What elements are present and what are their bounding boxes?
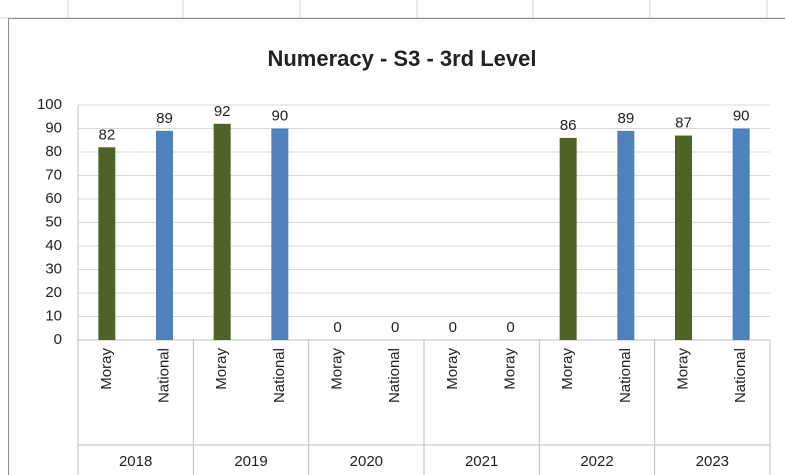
- group-label: 2023: [696, 453, 729, 470]
- value-label: 86: [560, 117, 577, 134]
- y-tick-label: 60: [45, 190, 62, 207]
- bar: [675, 135, 692, 340]
- x-tick-label: National: [155, 348, 172, 403]
- y-tick-label: 10: [45, 307, 62, 324]
- bar: [156, 130, 173, 340]
- chart-title: Numeracy - S3 - 3rd Level: [267, 46, 536, 71]
- bar: [732, 128, 750, 340]
- y-tick-label: 30: [45, 260, 62, 277]
- y-tick-label: 100: [37, 96, 62, 113]
- x-tick-label: Moray: [674, 348, 691, 390]
- bar: [617, 130, 635, 340]
- value-label: 0: [449, 319, 457, 336]
- chart-border: [8, 18, 785, 475]
- bar: [559, 137, 577, 340]
- y-tick-label: 80: [45, 143, 62, 160]
- value-label: 0: [391, 319, 399, 336]
- y-tick-label: 90: [45, 119, 62, 136]
- x-tick-label: Moray: [501, 348, 518, 390]
- value-label: 0: [506, 319, 514, 336]
- group-label: 2021: [465, 453, 498, 470]
- value-label: 89: [156, 110, 173, 127]
- x-tick-label: Moray: [444, 348, 461, 390]
- x-tick-label: National: [617, 348, 634, 403]
- y-tick-label: 70: [45, 166, 62, 183]
- bar: [271, 128, 289, 340]
- value-label: 87: [675, 115, 692, 132]
- x-tick-label: National: [386, 348, 403, 403]
- group-label: 2022: [580, 453, 613, 470]
- value-label: 89: [617, 110, 634, 127]
- x-tick-label: National: [271, 348, 288, 403]
- x-tick-label: Moray: [559, 348, 576, 390]
- value-label: 82: [98, 126, 115, 143]
- bar: [213, 123, 231, 340]
- value-label: 92: [214, 103, 231, 120]
- group-label: 2020: [350, 453, 383, 470]
- y-tick-label: 20: [45, 284, 62, 301]
- value-label: 0: [333, 319, 341, 336]
- value-label: 90: [733, 107, 750, 124]
- x-tick-label: National: [732, 348, 749, 403]
- y-tick-label: 0: [54, 331, 62, 348]
- group-label: 2019: [234, 453, 267, 470]
- group-label: 2018: [119, 453, 152, 470]
- x-tick-label: Moray: [98, 348, 115, 390]
- x-tick-label: Moray: [328, 348, 345, 390]
- sheet-cells: [0, 0, 785, 19]
- x-tick-label: Moray: [213, 348, 230, 390]
- y-tick-label: 50: [45, 213, 62, 230]
- value-label: 90: [271, 107, 288, 124]
- bar: [98, 147, 116, 340]
- y-tick-label: 40: [45, 237, 62, 254]
